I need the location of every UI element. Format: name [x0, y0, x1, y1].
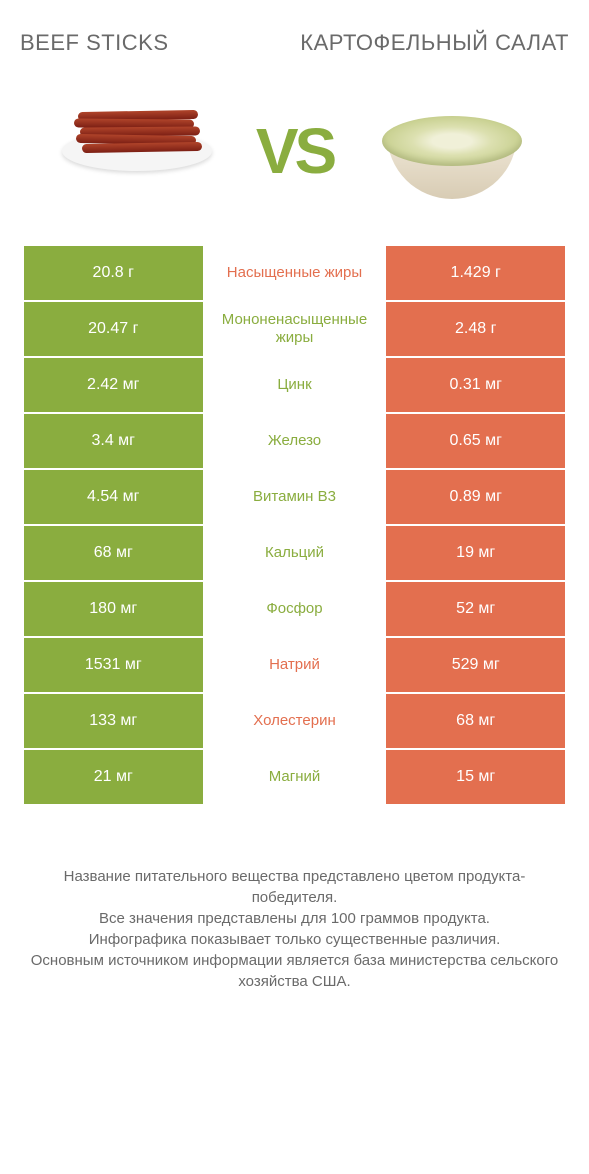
table-row: 3.4 мгЖелезо0.65 мг	[24, 414, 565, 470]
nutrition-table: 20.8 гНасыщенные жиры1.429 г20.47 гМонон…	[0, 246, 589, 806]
cell-right: 0.89 мг	[386, 470, 565, 524]
cell-right: 0.65 мг	[386, 414, 565, 468]
footer-line: Основным источником информации является …	[30, 950, 559, 992]
footer-text: Название питательного вещества представл…	[0, 806, 589, 1012]
cell-right: 529 мг	[386, 638, 565, 692]
footer-line: Название питательного вещества представл…	[30, 866, 559, 908]
food-image-left	[62, 96, 212, 206]
table-row: 180 мгФосфор52 мг	[24, 582, 565, 638]
cell-label: Холестерин	[203, 694, 387, 748]
cell-label: Железо	[203, 414, 387, 468]
table-row: 1531 мгНатрий529 мг	[24, 638, 565, 694]
images-row: VS	[0, 66, 589, 246]
table-row: 20.47 гМононенасыщенные жиры2.48 г	[24, 302, 565, 358]
table-row: 4.54 мгВитамин B30.89 мг	[24, 470, 565, 526]
cell-right: 2.48 г	[386, 302, 565, 356]
cell-left: 180 мг	[24, 582, 203, 636]
cell-left: 20.8 г	[24, 246, 203, 300]
cell-right: 1.429 г	[386, 246, 565, 300]
cell-label: Кальций	[203, 526, 387, 580]
cell-left: 21 мг	[24, 750, 203, 804]
cell-left: 2.42 мг	[24, 358, 203, 412]
table-row: 133 мгХолестерин68 мг	[24, 694, 565, 750]
cell-left: 4.54 мг	[24, 470, 203, 524]
cell-left: 20.47 г	[24, 302, 203, 356]
plate-icon	[62, 131, 212, 171]
cell-label: Фосфор	[203, 582, 387, 636]
title-right: Картофельный салат	[300, 30, 569, 56]
cell-left: 1531 мг	[24, 638, 203, 692]
cell-right: 0.31 мг	[386, 358, 565, 412]
title-left: Beef sticks	[20, 30, 169, 56]
cell-right: 68 мг	[386, 694, 565, 748]
food-image-right	[377, 96, 527, 206]
cell-right: 15 мг	[386, 750, 565, 804]
cell-label: Мононенасыщенные жиры	[203, 302, 387, 356]
cell-label: Магний	[203, 750, 387, 804]
cell-label: Витамин B3	[203, 470, 387, 524]
footer-line: Все значения представлены для 100 граммо…	[30, 908, 559, 929]
vs-text: VS	[256, 114, 333, 188]
cell-label: Насыщенные жиры	[203, 246, 387, 300]
cell-right: 52 мг	[386, 582, 565, 636]
table-row: 20.8 гНасыщенные жиры1.429 г	[24, 246, 565, 302]
cell-left: 68 мг	[24, 526, 203, 580]
table-row: 2.42 мгЦинк0.31 мг	[24, 358, 565, 414]
footer-line: Инфографика показывает только существенн…	[30, 929, 559, 950]
cell-label: Натрий	[203, 638, 387, 692]
table-row: 68 мгКальций19 мг	[24, 526, 565, 582]
header: Beef sticks Картофельный салат	[0, 0, 589, 66]
cell-left: 133 мг	[24, 694, 203, 748]
cell-left: 3.4 мг	[24, 414, 203, 468]
bowl-icon	[382, 104, 522, 199]
cell-label: Цинк	[203, 358, 387, 412]
table-row: 21 мгМагний15 мг	[24, 750, 565, 806]
cell-right: 19 мг	[386, 526, 565, 580]
